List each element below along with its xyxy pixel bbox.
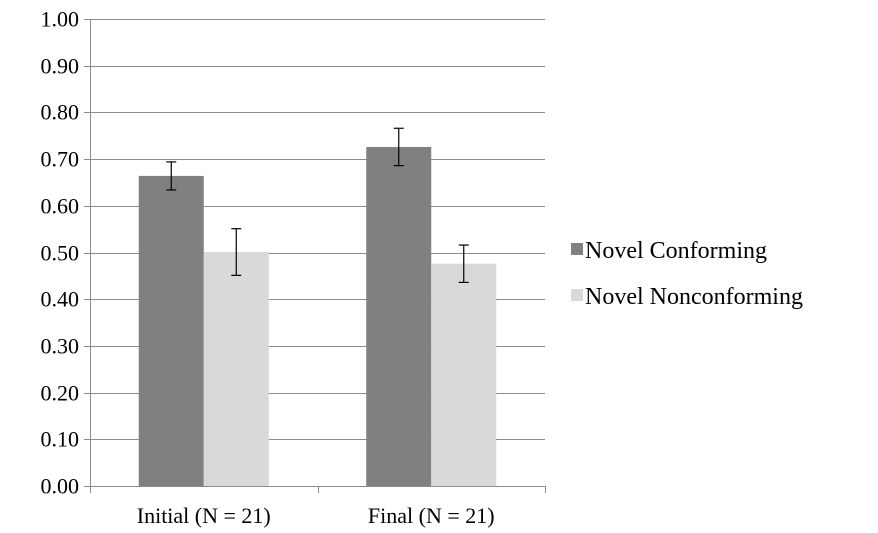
legend-swatch [571, 243, 583, 255]
axes: 0.00 0.10 0.20 0.30 0.40 0.50 0.60 0.70 0.80 0.90… [41, 7, 546, 528]
error-bar [458, 244, 469, 283]
legend-label: Novel Nonconforming [585, 284, 803, 310]
y-tick-label: 0.60 [41, 194, 80, 219]
legend-label: Novel Conforming [585, 238, 767, 264]
error-bar [166, 161, 177, 191]
bar-novel-nonconforming-1 [431, 263, 497, 486]
y-tick-label: 0.70 [41, 147, 80, 172]
bars [138, 146, 497, 487]
y-tick-label: 0.40 [41, 287, 80, 312]
legend-swatch [571, 289, 583, 301]
y-tick-label: 0.20 [41, 381, 80, 406]
error-bar [393, 127, 404, 167]
y-tick-label: 0.50 [41, 241, 80, 266]
legend: Novel Conforming Novel Nonconforming [571, 238, 803, 310]
bar-novel-nonconforming-0 [203, 252, 269, 486]
y-tick-label: 0.30 [41, 334, 80, 359]
y-tick-label: 0.90 [41, 54, 80, 79]
error-bar [231, 228, 242, 276]
error-bars [166, 127, 469, 283]
bar-novel-conforming-0 [138, 175, 204, 487]
bar-novel-conforming-1 [366, 146, 432, 486]
y-tick-label: 1.00 [41, 7, 80, 32]
x-category-label: Final (N = 21) [368, 503, 495, 528]
y-tick-label: 0.10 [41, 427, 80, 452]
y-tick-label: 0.80 [41, 100, 80, 125]
y-tick-label: 0.00 [41, 474, 80, 499]
x-category-label: Initial (N = 21) [137, 503, 271, 528]
